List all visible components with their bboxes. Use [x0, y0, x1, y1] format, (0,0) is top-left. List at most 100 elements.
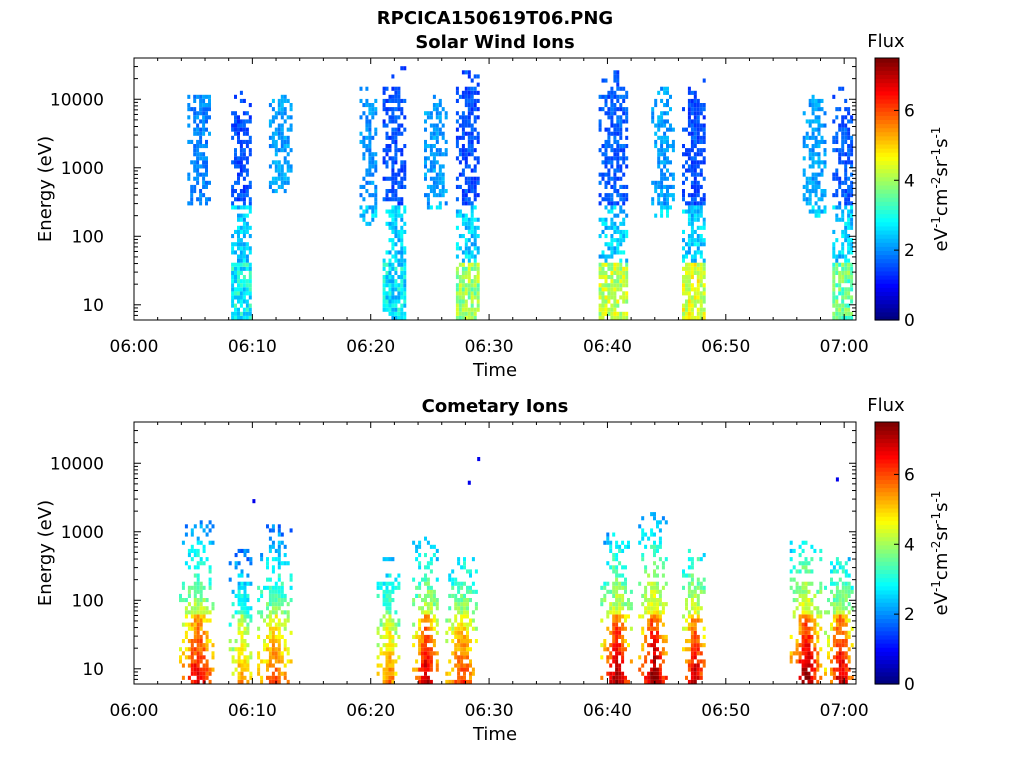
- flux-cell: [814, 127, 818, 132]
- flux-cell: [618, 679, 622, 684]
- flux-cell: [424, 172, 427, 177]
- flux-cell: [457, 626, 461, 631]
- flux-cell: [424, 193, 427, 198]
- flux-cell: [190, 655, 194, 660]
- flux-cell: [388, 675, 392, 680]
- flux-cell: [365, 123, 369, 128]
- flux-cell: [196, 553, 200, 558]
- flux-cell: [804, 639, 808, 644]
- flux-cell: [660, 144, 664, 149]
- flux-cell: [429, 602, 433, 607]
- flux-cell: [400, 168, 404, 173]
- flux-cell: [627, 606, 630, 611]
- flux-cell: [458, 275, 462, 280]
- flux-cell: [245, 287, 249, 292]
- flux-cell: [625, 279, 629, 284]
- flux-cell: [658, 618, 662, 623]
- flux-cell: [693, 651, 697, 656]
- colorbar-swatch: [875, 655, 899, 661]
- flux-cell: [435, 630, 439, 635]
- flux-cell: [807, 626, 811, 631]
- flux-cell: [473, 197, 477, 202]
- flux-cell: [616, 78, 620, 83]
- flux-cell: [435, 148, 439, 153]
- flux-cell: [426, 115, 430, 120]
- flux-cell: [801, 647, 805, 652]
- flux-cell: [391, 168, 395, 173]
- flux-cell: [385, 299, 389, 304]
- flux-cell: [801, 561, 805, 566]
- flux-cell: [619, 156, 623, 161]
- flux-cell: [455, 209, 459, 214]
- flux-cell: [266, 667, 269, 672]
- colorbar-swatch: [875, 548, 899, 554]
- flux-cell: [239, 160, 243, 165]
- flux-cell: [418, 581, 422, 586]
- flux-cell: [271, 131, 275, 136]
- flux-cell: [690, 217, 694, 222]
- flux-cell: [394, 229, 398, 234]
- flux-cell: [252, 499, 256, 504]
- flux-cell: [658, 634, 662, 639]
- flux-cell: [693, 250, 697, 255]
- flux-cell: [382, 614, 386, 619]
- flux-cell: [280, 598, 284, 603]
- flux-cell: [445, 618, 449, 623]
- flux-cell: [257, 651, 261, 656]
- flux-cell: [208, 610, 212, 615]
- flux-cell: [418, 679, 422, 684]
- flux-cell: [690, 647, 694, 652]
- flux-cell: [801, 606, 805, 611]
- colorbar-swatch: [875, 483, 899, 489]
- flux-cell: [391, 679, 395, 684]
- flux-cell: [274, 606, 278, 611]
- flux-cell: [374, 164, 378, 169]
- flux-cell: [650, 512, 654, 517]
- flux-cell: [687, 679, 691, 684]
- flux-cell: [844, 262, 848, 267]
- flux-cell: [464, 287, 468, 292]
- flux-cell: [196, 622, 200, 627]
- flux-cell: [426, 602, 430, 607]
- flux-cell: [388, 663, 392, 668]
- flux-cell: [260, 614, 264, 619]
- flux-cell: [653, 651, 656, 656]
- flux-cell: [391, 139, 395, 144]
- x-axis-ticks: 06:00 06:10 06:20 06:30 06:40 06:50 07:00: [110, 58, 869, 357]
- flux-cell: [286, 618, 290, 623]
- flux-cell: [609, 548, 613, 553]
- flux-cell: [609, 675, 613, 680]
- flux-cell: [612, 532, 616, 537]
- flux-cell: [426, 201, 430, 206]
- flux-cell: [391, 618, 395, 623]
- flux-cell: [616, 86, 620, 91]
- flux-cell: [429, 176, 433, 181]
- flux-cell: [702, 275, 706, 280]
- colorbar-swatch: [875, 581, 899, 587]
- flux-cell: [391, 189, 395, 194]
- flux-cell: [271, 626, 275, 631]
- flux-cell: [687, 295, 691, 300]
- flux-cell: [476, 217, 480, 222]
- figure-title: RPCICA150619T06.PNG: [377, 8, 613, 29]
- flux-cell: [368, 168, 372, 173]
- flux-cell: [388, 667, 392, 672]
- flux-cell: [260, 679, 264, 684]
- flux-cell: [814, 201, 818, 206]
- flux-cell: [432, 589, 436, 594]
- flux-cell: [847, 655, 851, 660]
- flux-cell: [651, 115, 655, 120]
- flux-cell: [696, 675, 700, 680]
- flux-cell: [466, 614, 469, 619]
- flux-cell: [429, 663, 433, 668]
- flux-cell: [685, 639, 688, 644]
- flux-cell: [239, 287, 243, 292]
- flux-cell: [371, 209, 375, 214]
- flux-cell: [240, 643, 244, 648]
- flux-cell: [621, 602, 625, 607]
- flux-cell: [397, 634, 401, 639]
- flux-cell: [656, 573, 659, 578]
- flux-cell: [263, 585, 266, 590]
- flux-cell: [804, 585, 808, 590]
- flux-cell: [460, 675, 464, 680]
